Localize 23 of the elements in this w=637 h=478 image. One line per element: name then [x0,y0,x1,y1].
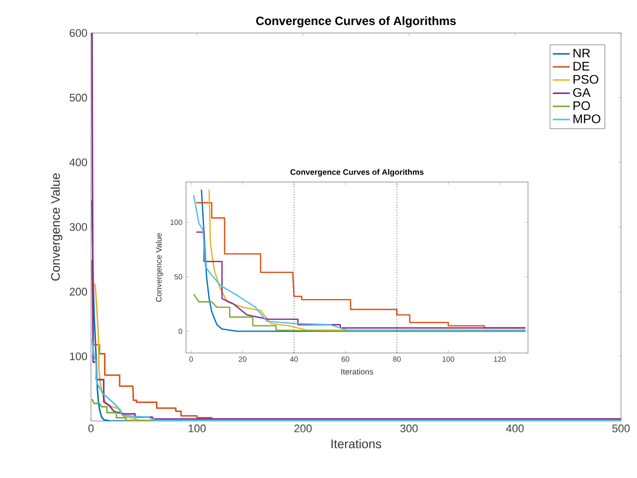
x-tick-label: 400 [506,424,524,432]
line-series [91,33,621,420]
y-tick-label: 400 [69,158,88,166]
x-tick-label: 200 [294,424,312,432]
y-axis-title: Convergence Value [50,173,62,281]
legend-label: PO [574,101,590,110]
y-tick-label: 200 [70,288,88,296]
chart-title: Convergence Curves of Algorithms [256,16,456,28]
y-tick-label: 300 [70,223,88,231]
legend-label: NR [574,48,590,58]
legend-label: DE [574,62,590,70]
x-tick-label: 500 [612,424,630,432]
legend-label: GA [573,88,591,97]
x-axis-title: Iterations [332,439,382,448]
legend-label: PSO [574,74,598,84]
y-tick-label: 500 [70,94,88,102]
line-series [193,294,526,332]
x-tick-label: 300 [400,424,418,432]
line-series [196,231,526,329]
x-tick-label: 100 [188,424,206,432]
x-tick-label: 0 [88,424,94,432]
legend-label: MPO [574,114,600,124]
y-tick-label: 600 [70,29,88,37]
